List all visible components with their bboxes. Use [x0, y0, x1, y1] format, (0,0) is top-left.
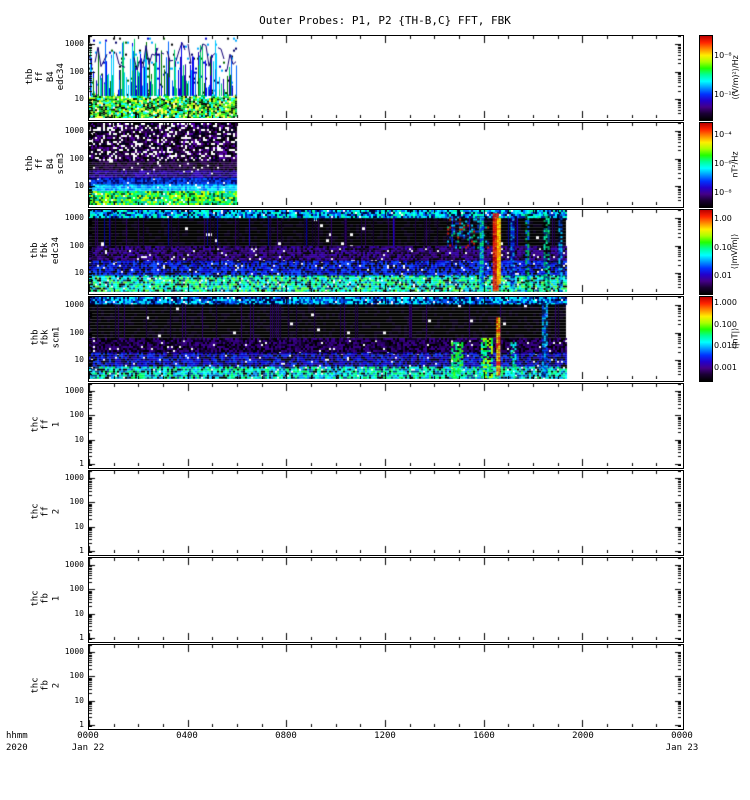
x-tick-label: 1600 — [473, 731, 495, 741]
y-tick-label: 100 — [69, 66, 84, 76]
spectrogram-panel-3 — [88, 209, 684, 295]
x-tick-label: 1200 — [374, 731, 396, 741]
y-axis-label-box: thc fb 1 — [14, 557, 78, 641]
y-tick-label: 1000 — [64, 213, 84, 223]
y-tick-label: 1000 — [64, 300, 84, 310]
spectrogram-canvas — [89, 558, 681, 640]
x-tick-label: 0800 — [275, 731, 297, 741]
y-tick-label: 1 — [79, 458, 84, 468]
colorbar — [699, 35, 713, 121]
y-tick-label: 1000 — [64, 473, 84, 483]
colorbar-tick-label: 0.001 — [714, 363, 737, 373]
y-axis-label-box: thc ff 1 — [14, 383, 78, 467]
x-tick-label: 0000 Jan 23 — [665, 731, 699, 753]
y-tick-label: 100 — [69, 153, 84, 163]
spectrogram-canvas — [89, 36, 681, 118]
spectrogram-panel-2 — [88, 122, 684, 208]
x-units-label: hhmm — [6, 731, 28, 741]
y-tick-label: 100 — [69, 327, 84, 337]
x-tick-label: 0400 — [176, 731, 198, 741]
spectrogram-canvas — [89, 123, 681, 205]
y-tick-label: 10 — [74, 180, 84, 190]
y-tick-label: 1000 — [64, 647, 84, 657]
colorbar-unit-box: ⟨|nT|⟩ — [722, 296, 748, 380]
spectrogram-canvas — [89, 210, 681, 292]
colorbar-unit-label: ⟨|nT|⟩ — [730, 327, 740, 349]
spectrogram-panel-8 — [88, 644, 684, 730]
colorbar-tick-label: 10⁻⁸ — [714, 188, 732, 198]
y-tick-label: 1 — [79, 545, 84, 555]
y-tick-label: 100 — [69, 671, 84, 681]
spectrogram-canvas — [89, 645, 681, 727]
colorbar — [699, 209, 713, 295]
year-label: 2020 — [6, 742, 28, 753]
colorbar-tick-label: 0.01 — [714, 271, 732, 281]
y-tick-label: 1000 — [64, 39, 84, 49]
y-tick-label: 100 — [69, 410, 84, 420]
y-tick-label: 1 — [79, 632, 84, 642]
colorbar-tick-label: 1.000 — [714, 297, 737, 307]
x-axis-corner-labels: hhmm 2020 — [6, 731, 28, 754]
colorbar-tick-label: 1.00 — [714, 214, 732, 224]
y-tick-label: 10 — [74, 354, 84, 364]
y-axis-label-box: thc ff 2 — [14, 470, 78, 554]
y-axis-label-box: thc fb 2 — [14, 644, 78, 728]
spectrogram-canvas — [89, 471, 681, 553]
y-tick-label: 10 — [74, 93, 84, 103]
y-tick-label: 1000 — [64, 386, 84, 396]
y-tick-label: 100 — [69, 584, 84, 594]
y-tick-label: 10 — [74, 695, 84, 705]
x-tick-label: 2000 — [572, 731, 594, 741]
colorbar-tick-label: 10⁻¹⁰ — [714, 90, 735, 100]
x-tick-label: 0000 Jan 22 — [71, 731, 105, 753]
y-tick-label: 10 — [74, 434, 84, 444]
spectrogram-panel-5 — [88, 383, 684, 469]
spectrogram-panel-7 — [88, 557, 684, 643]
y-tick-label: 10 — [74, 521, 84, 531]
colorbar-unit-label: nT²/Hz — [730, 150, 740, 178]
colorbar-tick-label: 10⁻⁸ — [714, 51, 732, 60]
colorbar — [699, 296, 713, 382]
colorbar-tick-label: 0.10 — [714, 242, 732, 252]
colorbar-unit-box: nT²/Hz — [722, 122, 748, 206]
spectrogram-canvas — [89, 384, 681, 466]
colorbar — [699, 122, 713, 208]
spectrogram-canvas — [89, 297, 681, 379]
colorbar-unit-box: ⟨(V/m)²⟩/Hz — [722, 35, 748, 119]
y-tick-label: 10 — [74, 267, 84, 277]
colorbar-tick-label: 0.100 — [714, 319, 737, 329]
y-tick-label: 1000 — [64, 126, 84, 136]
colorbar-tick-label: 0.010 — [714, 341, 737, 351]
spectrogram-panel-6 — [88, 470, 684, 556]
colorbar-unit-label: ⟨(V/m)²⟩/Hz — [730, 54, 740, 100]
spectrogram-panel-1 — [88, 35, 684, 121]
colorbar-tick-label: 10⁻⁶ — [714, 159, 732, 168]
colorbar-tick-label: 10⁻⁴ — [714, 129, 732, 139]
plot-title: Outer Probes: P1, P2 {TH-B,C} FFT, FBK — [259, 14, 511, 27]
y-tick-label: 1 — [79, 719, 84, 729]
colorbar-unit-box: ⟨|mV/m|⟩ — [722, 209, 748, 293]
colorbar-unit-label: ⟨|mV/m|⟩ — [730, 233, 740, 269]
y-tick-label: 100 — [69, 497, 84, 507]
y-tick-label: 10 — [74, 608, 84, 618]
y-tick-label: 100 — [69, 240, 84, 250]
spectrogram-panel-4 — [88, 296, 684, 382]
y-tick-label: 1000 — [64, 560, 84, 570]
